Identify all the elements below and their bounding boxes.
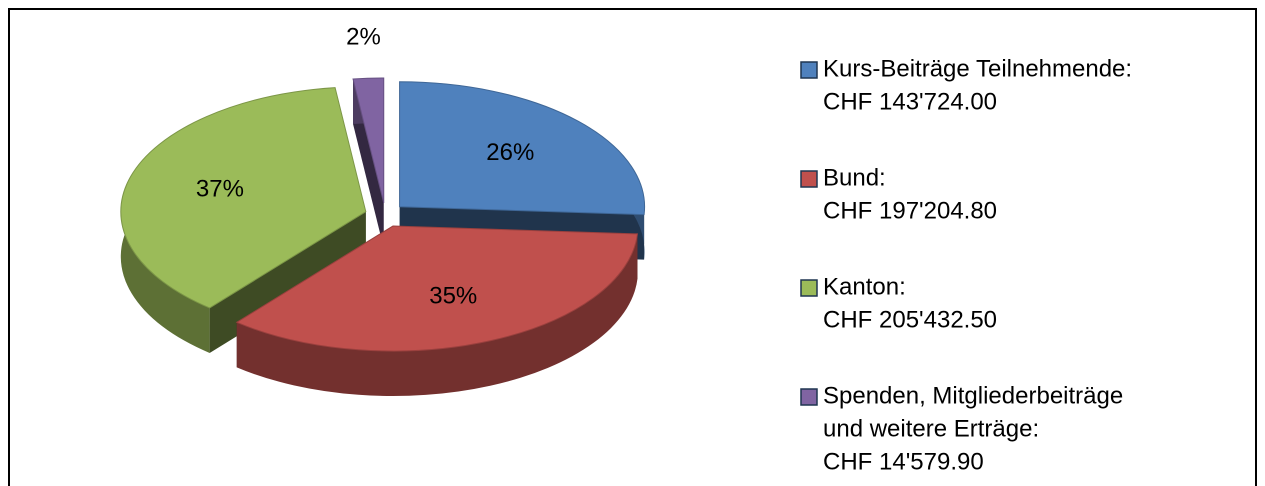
slice-top [399, 81, 646, 216]
data-label: 35% [429, 282, 477, 309]
legend-label: CHF 197'204.80 [823, 197, 997, 224]
slice-top [235, 225, 639, 352]
legend-label: Spenden, Mitgliederbeiträge [823, 382, 1123, 409]
slice-wall [236, 233, 638, 397]
data-label: 37% [196, 175, 244, 202]
legend-label: CHF 14'579.90 [823, 448, 984, 475]
slice-top [120, 87, 367, 309]
slice-top [352, 77, 385, 204]
data-label: 2% [346, 24, 381, 51]
legend-swatch [800, 388, 818, 406]
pie-slice [235, 225, 639, 397]
legend-swatch [800, 279, 818, 297]
pie-slice [352, 77, 385, 249]
legend-label: CHF 143'724.00 [823, 88, 997, 115]
legend-swatch [800, 170, 818, 188]
legend-label: Kurs-Beiträge Teilnehmende: [823, 55, 1132, 82]
legend-label: und weitere Erträge: [823, 415, 1039, 442]
legend-label: Bund: [823, 164, 886, 191]
data-label: 26% [486, 139, 534, 166]
frame [8, 8, 1257, 486]
legend-label: CHF 205'432.50 [823, 306, 997, 333]
legend-label: Kanton: [823, 273, 906, 300]
legend-swatch [800, 61, 818, 79]
